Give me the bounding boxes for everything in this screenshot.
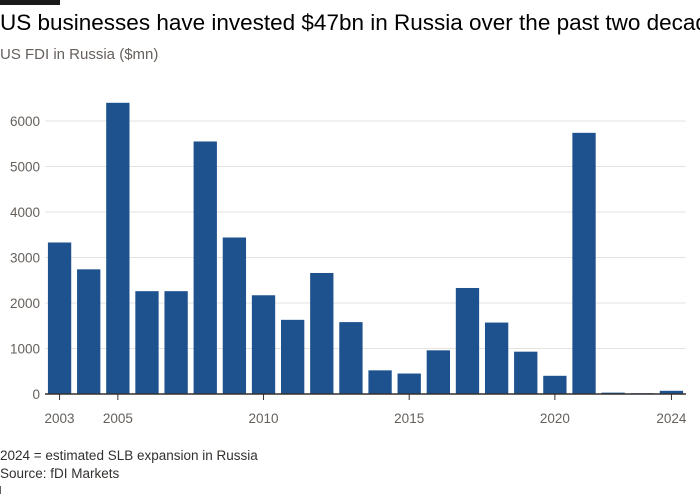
- chart-subtitle: US FDI in Russia ($mn): [0, 46, 159, 63]
- y-tick-label: 1000: [10, 342, 40, 357]
- x-tick-label: 2003: [45, 411, 75, 426]
- top-accent-bar: [0, 0, 60, 5]
- y-tick-label: 0: [32, 387, 40, 402]
- bar-2008: [193, 141, 217, 394]
- bar-2009: [222, 237, 247, 394]
- bar-2010: [251, 295, 276, 394]
- bar-2018: [484, 322, 509, 394]
- bar-2024: [659, 390, 684, 394]
- x-tick-label: 2020: [540, 411, 570, 426]
- chart-title: US businesses have invested $47bn in Rus…: [0, 10, 700, 35]
- source-text: Source: fDI Markets: [0, 466, 120, 481]
- y-tick-label: 6000: [10, 114, 40, 129]
- bars: [47, 102, 684, 395]
- chart-note: 2024 = estimated SLB expansion in Russia: [0, 448, 258, 463]
- x-tick-label: 2024: [656, 411, 687, 426]
- bar-2021: [572, 132, 596, 394]
- bar-2003: [47, 242, 72, 394]
- x-tick-label: 2015: [394, 411, 424, 426]
- bar-2017: [455, 287, 480, 394]
- bar-2006: [135, 291, 159, 394]
- y-tick-label: 4000: [10, 205, 40, 220]
- bar-2020: [543, 375, 567, 394]
- bar-2019: [514, 351, 538, 394]
- x-tick-label: 2010: [248, 411, 278, 426]
- y-tick-label: 5000: [10, 160, 40, 175]
- bar-2013: [339, 322, 363, 394]
- bar-2011: [281, 319, 305, 394]
- x-tick-label: 2005: [103, 411, 133, 426]
- bar-2014: [368, 370, 392, 394]
- bar-2005: [106, 102, 130, 395]
- bar-2007: [164, 291, 188, 394]
- bar-2016: [426, 350, 450, 394]
- bar-2004: [77, 269, 101, 394]
- y-tick-label: 3000: [10, 251, 40, 266]
- y-tick-label: 2000: [10, 296, 40, 311]
- bar-2015: [397, 373, 421, 394]
- bar-2012: [310, 272, 334, 394]
- x-axis-ticks: 2003 2005 2010 2015 2020 2024: [45, 394, 687, 426]
- footer-mark: [0, 486, 1, 494]
- y-axis-ticks: 0 1000 2000 3000 4000 5000 6000: [10, 114, 40, 402]
